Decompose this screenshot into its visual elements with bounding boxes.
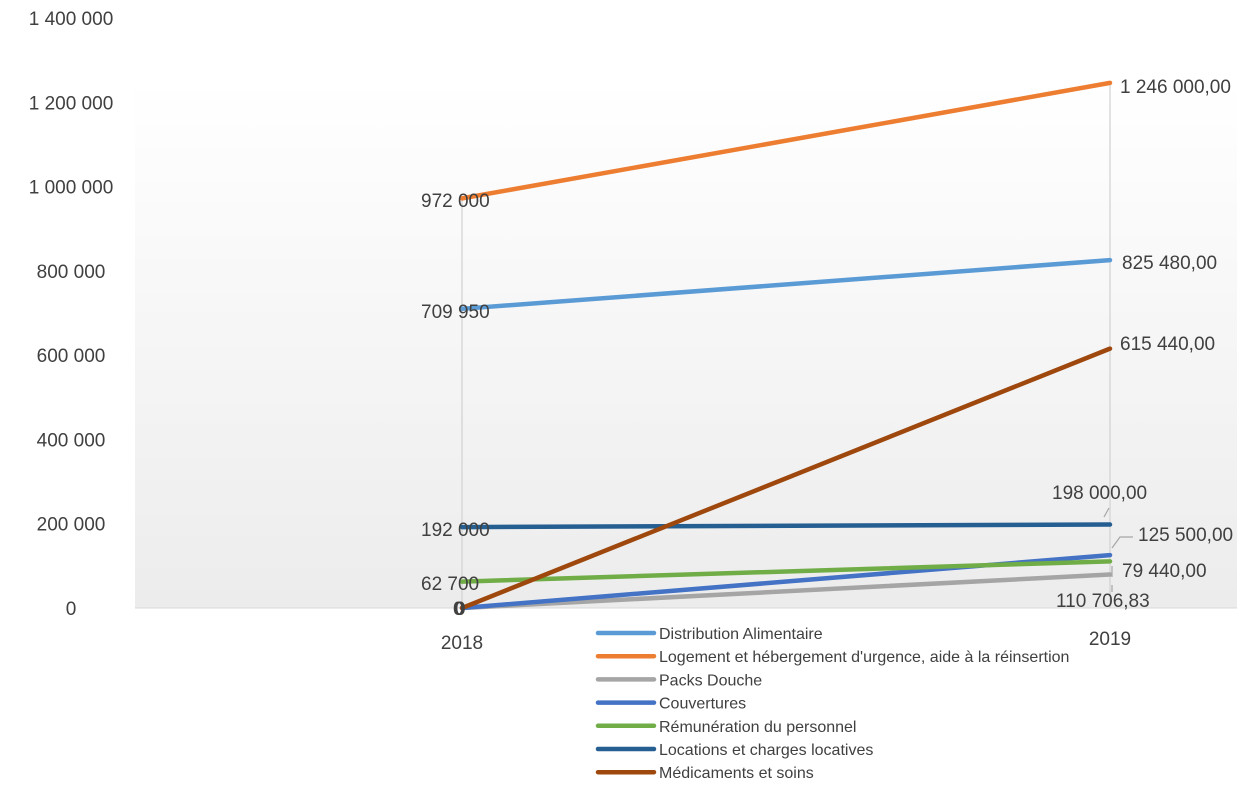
data-label: 192 000 (421, 520, 490, 541)
legend-label: Locations et charges locatives (659, 742, 873, 759)
series-line (459, 572, 1113, 611)
y-tick-label: 400 000 (37, 430, 106, 451)
y-tick-label: 800 000 (37, 262, 106, 283)
label-leader-line (1103, 507, 1110, 518)
legend-label: Rémunération du personnel (659, 719, 856, 736)
data-label: 615 440,00 (1120, 334, 1215, 355)
data-label: 62 700 (421, 574, 479, 595)
legend-label: Logement et hébergement d'urgence, aide … (659, 649, 1069, 666)
data-label: 972 000 (421, 191, 490, 212)
legend-label: Couvertures (659, 696, 746, 713)
data-label: 0 (455, 599, 466, 620)
label-leader-line (1111, 536, 1133, 549)
data-label: 0 (454, 599, 465, 620)
data-label: 1 246 000,00 (1120, 77, 1231, 98)
data-label: 709 950 (421, 302, 490, 323)
y-tick-label: 1 000 000 (29, 178, 114, 199)
y-tick-label: 1 400 000 (29, 9, 114, 30)
data-label: 79 440,00 (1122, 561, 1207, 582)
drop-lines (461, 82, 1111, 608)
data-label: 825 480,00 (1122, 253, 1217, 274)
y-tick-label: 200 000 (37, 515, 106, 536)
series-line (459, 80, 1113, 201)
x-tick-label: 2019 (1089, 629, 1131, 650)
legend-label: Médicaments et soins (659, 765, 814, 782)
y-tick-label: 0 (66, 599, 77, 620)
data-label: 0 (453, 599, 464, 620)
series-line (459, 522, 1113, 530)
data-labels: 709 950 825 480,00 972 000 1 246 000,00 0 79 … (421, 77, 1233, 620)
data-label: 110 706,83 (1056, 591, 1150, 612)
legend-label: Distribution Alimentaire (659, 626, 823, 643)
legend-label: Packs Douche (659, 672, 762, 689)
series-line (459, 559, 1113, 584)
y-tick-label: 600 000 (37, 346, 106, 367)
data-label: 125 500,00 (1138, 525, 1233, 546)
legend: Distribution Alimentaire Logement et hébe… (595, 626, 1069, 782)
x-tick-label: 2018 (441, 633, 483, 654)
data-label: 198 000,00 (1052, 483, 1147, 504)
axes: 0 200 000 400 000 600 000 800 000 1 000 000 1 … (29, 9, 1237, 654)
plot-area (135, 82, 1237, 608)
series-lines (459, 80, 1113, 611)
series-line (459, 257, 1113, 312)
y-tick-label: 1 200 000 (29, 93, 114, 114)
series-line (459, 346, 1113, 611)
